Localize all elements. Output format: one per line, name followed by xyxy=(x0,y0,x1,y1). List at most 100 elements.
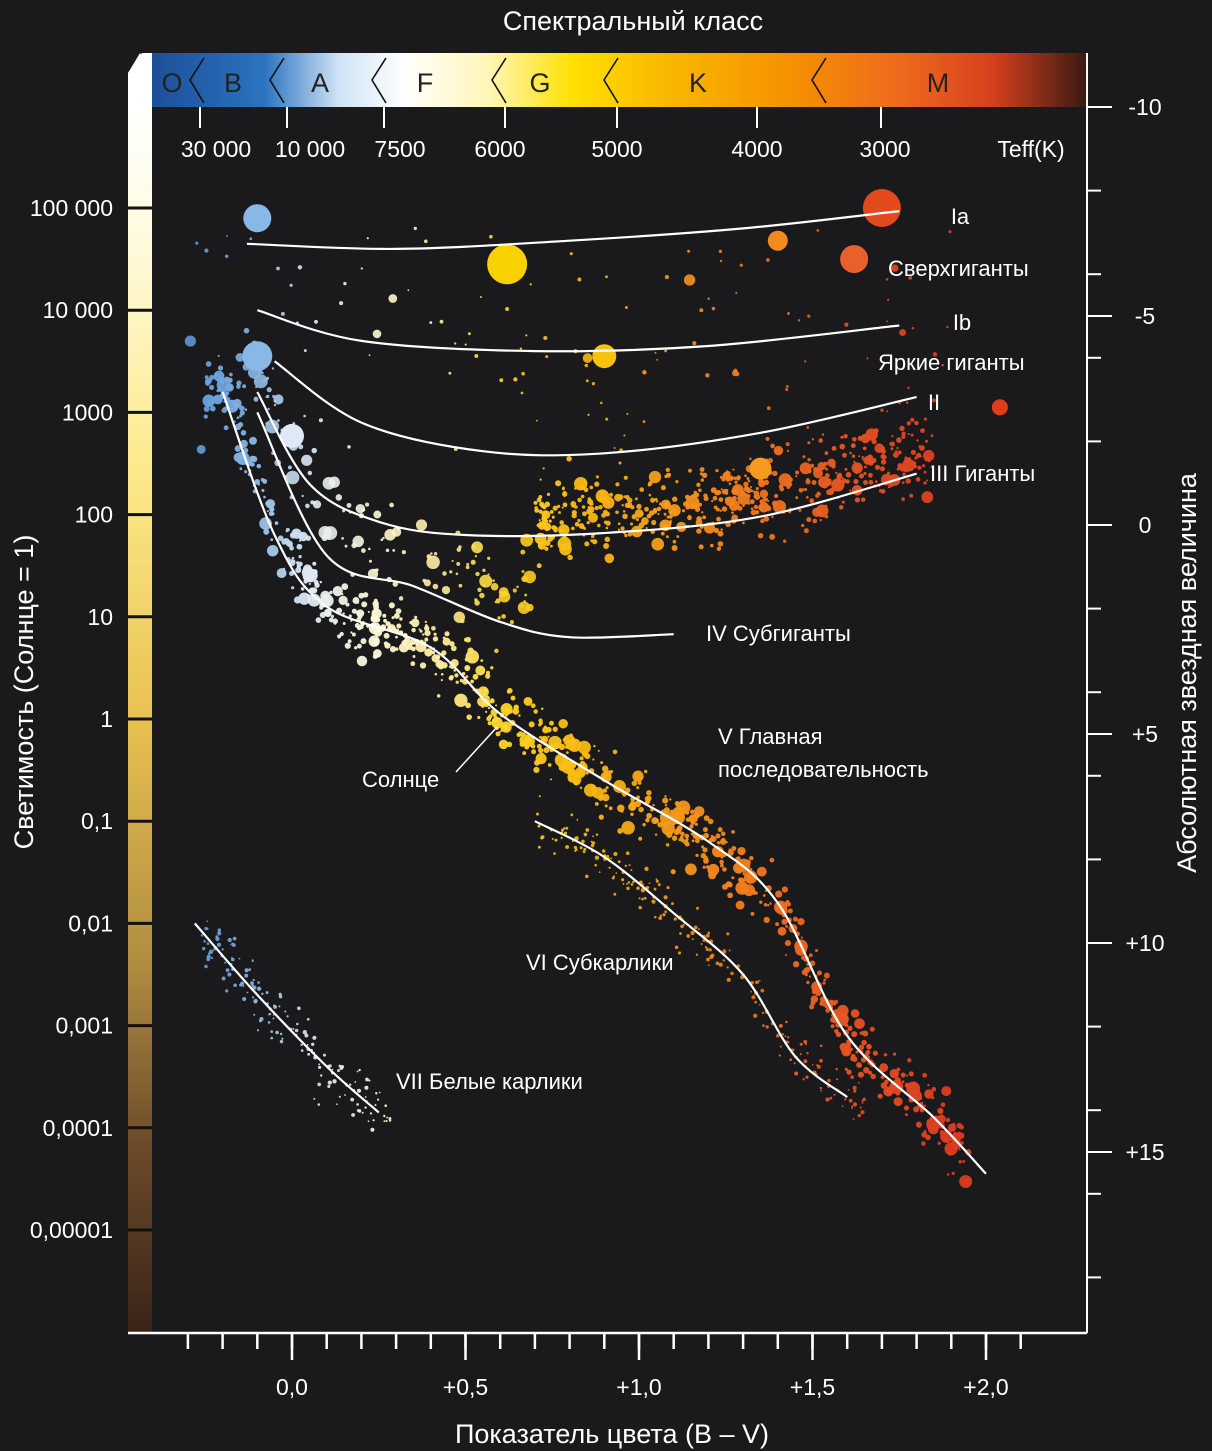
star-point xyxy=(518,714,521,717)
star-point xyxy=(641,517,649,525)
star-point xyxy=(305,503,310,509)
star-point xyxy=(851,1107,853,1109)
star-point xyxy=(927,1083,930,1087)
star-point xyxy=(919,1108,924,1112)
star-point xyxy=(920,428,925,433)
star-point xyxy=(664,275,669,280)
star-point xyxy=(441,650,447,656)
star-point xyxy=(382,613,387,618)
star-point xyxy=(810,995,819,1003)
star-point xyxy=(261,488,265,493)
star-point xyxy=(735,881,749,895)
star-point xyxy=(465,675,469,679)
star-point xyxy=(836,474,840,478)
star-point xyxy=(715,852,720,857)
star-point xyxy=(601,849,606,853)
star-point xyxy=(479,592,485,599)
star-point xyxy=(880,453,886,460)
star-point xyxy=(899,329,907,337)
star-point xyxy=(707,297,710,300)
star-point xyxy=(588,512,598,523)
star-point xyxy=(346,502,352,508)
star-point xyxy=(350,631,353,634)
star-point xyxy=(335,494,343,501)
star-point xyxy=(493,714,497,718)
star-point xyxy=(869,1026,875,1032)
star-point xyxy=(845,471,852,478)
star-point xyxy=(669,809,674,814)
star-point xyxy=(864,465,867,469)
star-point xyxy=(662,913,666,917)
star-point xyxy=(720,831,726,837)
star-point xyxy=(650,497,656,503)
star-point xyxy=(513,704,519,711)
annotation-ib: Ib xyxy=(953,310,971,335)
star-point xyxy=(523,600,527,603)
star-point xyxy=(844,322,849,327)
star-point xyxy=(842,478,847,484)
star-point xyxy=(495,704,498,707)
star-point xyxy=(399,630,403,634)
star-point xyxy=(881,449,886,454)
star-point xyxy=(520,391,524,395)
star-point xyxy=(766,406,771,411)
star-point xyxy=(863,471,867,476)
star-point xyxy=(644,866,649,871)
star-point xyxy=(854,497,860,503)
luminosity-tick-label: 1000 xyxy=(62,399,113,425)
star-point xyxy=(901,497,905,501)
star-point xyxy=(642,883,645,886)
star-point xyxy=(858,1064,862,1068)
star-point xyxy=(571,504,575,508)
star-point xyxy=(574,487,577,490)
star-point xyxy=(205,377,212,385)
star-point xyxy=(591,841,596,845)
star-point xyxy=(861,1099,864,1102)
star-point xyxy=(289,545,294,551)
star-point xyxy=(263,528,270,535)
star-point xyxy=(648,470,662,484)
star-point xyxy=(356,1088,362,1093)
luminosity-bar xyxy=(128,53,152,1333)
star-point xyxy=(435,654,441,660)
star-point xyxy=(364,1106,367,1109)
star-point xyxy=(307,470,313,476)
star-point xyxy=(538,544,541,548)
star-point xyxy=(785,442,790,447)
star-point xyxy=(749,499,755,505)
star-point xyxy=(302,1030,307,1035)
star-point xyxy=(665,843,670,847)
star-point xyxy=(521,570,525,573)
star-point xyxy=(906,421,911,426)
star-point xyxy=(758,504,764,511)
star-point xyxy=(504,726,509,731)
star-point xyxy=(216,377,231,392)
star-point xyxy=(559,520,564,525)
magnitude-tick-label: -10 xyxy=(1128,94,1161,120)
star-point xyxy=(627,881,631,884)
star-point xyxy=(691,839,695,843)
star-point xyxy=(707,931,711,935)
star-point xyxy=(683,806,686,810)
star-point xyxy=(356,655,368,667)
star-point xyxy=(499,378,504,383)
star-point xyxy=(945,1117,951,1123)
star-point xyxy=(722,959,725,962)
star-point xyxy=(501,614,506,619)
star-point xyxy=(204,375,209,380)
star-point xyxy=(571,526,575,531)
star-point xyxy=(249,237,253,241)
star-point xyxy=(605,417,609,421)
star-point xyxy=(200,934,203,937)
star-point xyxy=(720,528,723,531)
star-point xyxy=(338,1095,341,1098)
star-point xyxy=(347,445,351,449)
star-point xyxy=(221,407,228,414)
star-point xyxy=(267,407,270,411)
star-point xyxy=(287,465,292,470)
star-point xyxy=(266,387,272,393)
star-point xyxy=(593,744,596,748)
star-point xyxy=(597,523,601,528)
star-point xyxy=(683,274,696,286)
